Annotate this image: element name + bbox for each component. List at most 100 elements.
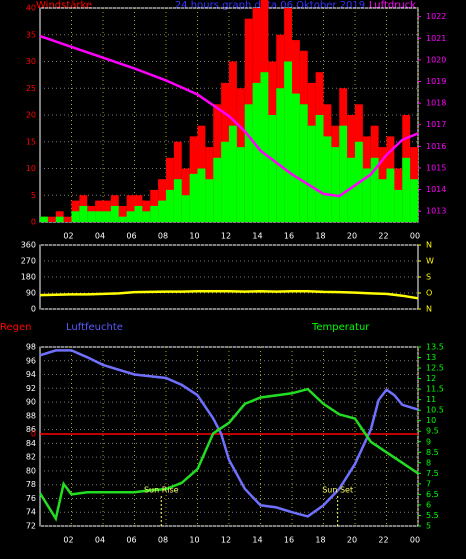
- y2-tick-label: 5.5: [426, 511, 439, 520]
- y2-tick-label: 10: [426, 416, 436, 425]
- y2-tick-label: 8.5: [426, 448, 439, 457]
- x-tick-label: 10: [189, 536, 199, 545]
- bar: [79, 205, 88, 222]
- y-tick-label: 86: [26, 425, 36, 434]
- y2-tick-label: 6: [426, 500, 431, 509]
- y2-tick-label: 11: [426, 395, 436, 404]
- y2-tick-label: W: [426, 257, 434, 266]
- y-tick-label: 180: [21, 273, 36, 282]
- bar: [158, 200, 166, 222]
- bar: [244, 104, 253, 222]
- y-tick-label: 25: [26, 84, 36, 93]
- y-tick-label: 88: [26, 411, 36, 420]
- y2-tick-label: O: [426, 289, 432, 298]
- x-tick-label: 02: [63, 232, 73, 241]
- x-tick-label: 00: [410, 536, 420, 545]
- bar: [221, 141, 229, 222]
- x-tick-label: 22: [378, 536, 388, 545]
- bar: [276, 88, 285, 222]
- bar: [378, 179, 387, 222]
- y-tick-label: 82: [26, 453, 36, 462]
- y2-tick-label: 1016: [426, 142, 446, 151]
- bar: [307, 125, 316, 222]
- y-tick-label: 90: [26, 398, 36, 407]
- bar: [63, 216, 72, 222]
- y-tick-label: 20: [26, 111, 36, 120]
- y2-tick-label: 6.5: [426, 490, 439, 499]
- bar: [173, 179, 182, 222]
- bar: [402, 157, 411, 222]
- bar: [71, 211, 80, 222]
- line-series: [39, 289, 419, 300]
- x-tick-label: 08: [158, 232, 168, 241]
- y-tick-label: 84: [26, 439, 36, 448]
- x-tick-label: 06: [126, 536, 136, 545]
- y-tick-label: 92: [26, 384, 36, 393]
- bar: [339, 125, 348, 222]
- bar: [410, 179, 418, 222]
- y2-tick-label: 9: [426, 437, 431, 446]
- x-tick-label: 16: [284, 536, 294, 545]
- bar: [284, 61, 292, 222]
- x-tick-label: 04: [95, 536, 105, 545]
- bar: [166, 189, 174, 222]
- x-tick-label: 20: [347, 232, 357, 241]
- y-tick-label: 360: [21, 241, 36, 250]
- bar: [118, 216, 127, 222]
- y2-tick-label: 1014: [426, 185, 446, 194]
- bar: [315, 115, 324, 222]
- y-tick-label: 94: [26, 370, 36, 379]
- bar: [134, 205, 143, 222]
- y2-tick-label: 5: [426, 522, 431, 531]
- y2-tick-label: 13.5: [426, 343, 444, 352]
- y-tick-label: 76: [26, 494, 36, 503]
- y2-tick-label: 12.5: [426, 364, 444, 373]
- bar: [197, 168, 206, 222]
- bar: [47, 216, 56, 222]
- bar: [87, 211, 96, 222]
- y2-axis-label: Luftdruck: [369, 0, 416, 11]
- y2-tick-label: 1013: [426, 207, 446, 216]
- y2-tick-label: 10.5: [426, 406, 444, 415]
- bar: [40, 216, 48, 222]
- y-tick-label: 10: [26, 164, 36, 173]
- x-tick-label: 12: [221, 536, 231, 545]
- y-tick-label: 98: [26, 343, 36, 352]
- bar: [252, 82, 261, 223]
- x-tick-label: 20: [347, 536, 357, 545]
- y2-tick-label: N: [426, 241, 432, 250]
- bar: [229, 125, 237, 222]
- annotation-label: Sun Set: [322, 486, 353, 495]
- y-tick-label: 35: [26, 30, 36, 39]
- y-tick-label: 0: [31, 305, 36, 314]
- y2-tick-label: 7: [426, 479, 431, 488]
- y2-axis-label: Temperatur: [311, 322, 370, 333]
- line-series: [38, 387, 419, 522]
- y2-tick-label: 1018: [426, 99, 446, 108]
- y2-tick-label: 1020: [426, 55, 446, 64]
- bar: [394, 189, 403, 222]
- y-tick-label: 270: [21, 257, 36, 266]
- bar: [236, 147, 245, 222]
- rain-label: Regen: [0, 322, 32, 333]
- bar: [260, 72, 269, 222]
- bar: [103, 211, 111, 222]
- y-tick-label: 72: [26, 522, 36, 531]
- rain-tick-label: 0: [31, 429, 36, 438]
- line-series: [39, 349, 419, 518]
- bar: [118, 205, 127, 222]
- bar: [126, 195, 135, 222]
- y2-tick-label: 11.5: [426, 385, 444, 394]
- x-tick-label: 02: [63, 536, 73, 545]
- chart-title: 24 hours graph data 06 Oktober 2019: [175, 0, 365, 11]
- bar: [370, 157, 379, 222]
- x-tick-label: 22: [378, 232, 388, 241]
- x-tick-label: 16: [284, 232, 294, 241]
- x-tick-label: 08: [158, 536, 168, 545]
- y-axis-label: Luftfeuchte: [66, 322, 123, 333]
- bar: [142, 211, 151, 222]
- annotation-label: Sun Rise: [144, 486, 179, 495]
- y2-tick-label: 1015: [426, 163, 446, 172]
- y-tick-label: 96: [26, 356, 36, 365]
